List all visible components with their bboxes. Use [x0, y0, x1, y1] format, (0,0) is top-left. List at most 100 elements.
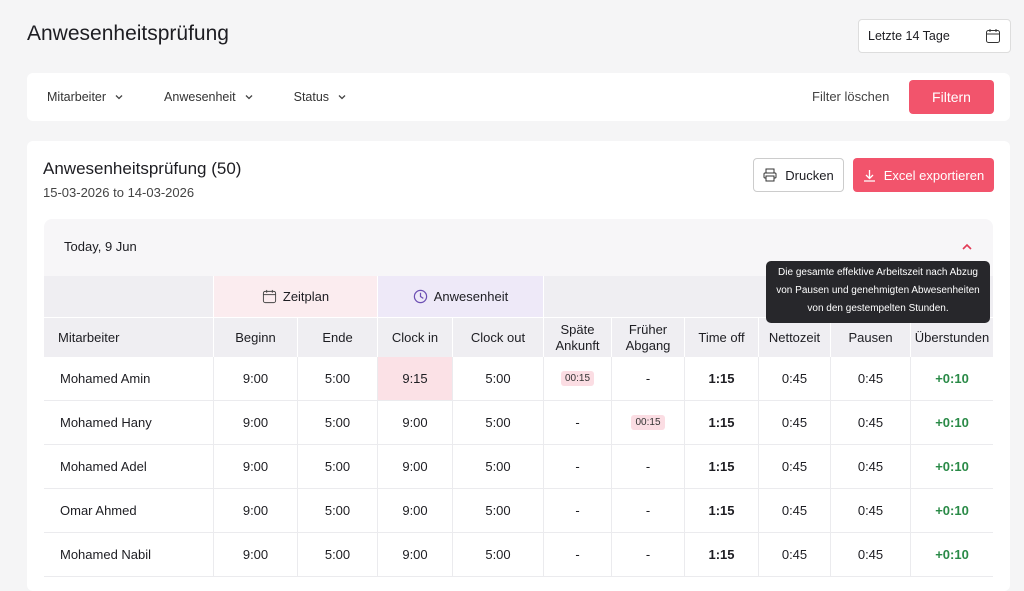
filter-bar: Mitarbeiter Anwesenheit Status Filter lösc… — [27, 73, 1010, 121]
table-cell: 0:45 — [830, 533, 910, 577]
cell-text: 5:00 — [324, 547, 351, 562]
table-cell: 9:00 — [213, 489, 297, 533]
cell-text: - — [645, 547, 651, 562]
table-cell: 9:00 — [213, 533, 297, 577]
table-cell: 0:45 — [830, 357, 910, 401]
cell-text: 1:15 — [708, 503, 735, 518]
export-label: Excel exportieren — [883, 167, 985, 183]
cell-text: 9:00 — [242, 415, 269, 430]
report-title: Anwesenheitsprüfung (50) — [43, 159, 242, 178]
table-cell: 5:00 — [297, 401, 377, 445]
page-title: Anwesenheitsprüfung — [27, 22, 229, 45]
body: Anwesenheitsprüfung Letzte 14 Tage Mitar… — [27, 19, 1011, 577]
filter-dropdown[interactable]: Anwesenheit — [164, 90, 254, 104]
download-icon — [863, 169, 875, 182]
table-cell: - — [611, 357, 684, 401]
table-cell: 9:00 — [377, 401, 452, 445]
table-cell: 0:45 — [758, 357, 830, 401]
cell-text: 9:00 — [242, 503, 269, 518]
filter-label: Status — [293, 90, 330, 104]
table-cell: +0:10 — [910, 445, 993, 489]
cell-text: 9:00 — [402, 459, 428, 474]
chevron-icon — [115, 95, 123, 100]
table-cell: - — [611, 533, 684, 577]
table-cell: 1:15 — [684, 445, 758, 489]
column-group-label: Anwesenheit — [433, 289, 509, 304]
cell-text: 1:15 — [708, 547, 735, 562]
cell-text: - — [645, 459, 651, 474]
cell-text: 9:00 — [242, 459, 269, 474]
table-cell: 0:45 — [758, 401, 830, 445]
table-cell: 5:00 — [297, 445, 377, 489]
table-cell: 5:00 — [452, 533, 543, 577]
column-group-label: Zeitplan — [282, 289, 330, 304]
filter-dropdown[interactable]: Mitarbeiter — [47, 90, 124, 104]
table-cell: 0:45 — [758, 489, 830, 533]
table-cell: +0:10 — [910, 357, 993, 401]
print-button[interactable]: Drucken — [753, 158, 844, 192]
table-cell: Mohamed Adel — [44, 445, 213, 489]
column-header: Pausen — [830, 317, 910, 357]
table-cell: Omar Ahmed — [44, 489, 213, 533]
cell-text: 9:00 — [402, 503, 428, 518]
cell-text: 9:15 — [402, 371, 428, 386]
column-header: Späte Ankunft — [543, 317, 611, 357]
group-spacer — [44, 276, 213, 317]
attendance-table: Zeitplan Anwesenheit Mitarbeiter Beginn Ende… — [44, 276, 993, 577]
cell-text: 0:45 — [857, 547, 884, 562]
table-cell: - — [543, 533, 611, 577]
cell-text: 0:45 — [857, 503, 884, 518]
group-label: Today, 9 Jun — [64, 239, 137, 254]
chevron-icon — [245, 95, 253, 100]
cell-text: 5:00 — [485, 503, 511, 518]
cell-text: - — [575, 547, 580, 562]
clear-filter[interactable]: Filter löschen — [812, 89, 890, 104]
table-cell: 5:00 — [297, 357, 377, 401]
table-cell: 5:00 — [452, 401, 543, 445]
table-cell: Mohamed Nabil — [44, 533, 213, 577]
cell-text: - — [645, 503, 651, 518]
cell-text: Mohamed Hany — [60, 415, 152, 430]
page: Anwesenheitsprüfung {"header":{"title":"… — [27, 19, 1011, 577]
cell-text: 0:45 — [781, 371, 808, 386]
export-button[interactable]: Excel exportieren — [853, 158, 994, 192]
table-cell: Mohamed Amin — [44, 357, 213, 401]
cell-text: 5:00 — [324, 371, 351, 386]
cell-text: 1:15 — [708, 459, 735, 474]
table-cell: - — [611, 489, 684, 533]
cell-text: 5:00 — [485, 415, 511, 430]
filter-label: Anwesenheit — [164, 90, 236, 104]
filter-label: Mitarbeiter — [47, 90, 107, 104]
column-header: Mitarbeiter — [44, 317, 213, 357]
column-header: Time off — [684, 317, 758, 357]
collapse-icon — [962, 243, 972, 250]
calendar-icon — [262, 289, 276, 304]
table-cell: 0:45 — [758, 445, 830, 489]
print-label: Drucken — [785, 167, 834, 183]
print-icon — [763, 168, 777, 182]
cell-text: 9:00 — [402, 415, 428, 430]
cell-text: 9:00 — [402, 547, 428, 562]
table-cell: 5:00 — [297, 489, 377, 533]
column-header: Nettozeit — [758, 317, 830, 357]
table-cell: - — [543, 401, 611, 445]
filter-button[interactable]: Filtern — [909, 80, 994, 114]
table-cell: 9:00 — [213, 357, 297, 401]
column-header: Clock in — [377, 317, 452, 357]
cell-text: 5:00 — [485, 459, 511, 474]
app: Anwesenheitsprüfung Letzte 14 Tage Mitar… — [27, 19, 1011, 577]
column-group: Zeitplan — [213, 276, 377, 317]
date-range-picker[interactable]: Letzte 14 Tage — [858, 19, 1011, 53]
cell-text: 0:45 — [781, 547, 808, 562]
table-cell: 00:15 — [543, 357, 611, 401]
column-header: Clock out — [452, 317, 543, 357]
table-cell: 0:45 — [758, 533, 830, 577]
calendar-icon — [986, 29, 1000, 43]
cell-text: 9:00 — [242, 371, 269, 386]
cell-text: 5:00 — [485, 371, 511, 386]
time-badge: 00:15 — [631, 415, 665, 430]
column-header: Früher Abgang — [611, 317, 684, 357]
cell-text: 1:15 — [708, 371, 735, 386]
table-cell: 9:00 — [377, 489, 452, 533]
filter-dropdown[interactable]: Status — [294, 90, 347, 104]
